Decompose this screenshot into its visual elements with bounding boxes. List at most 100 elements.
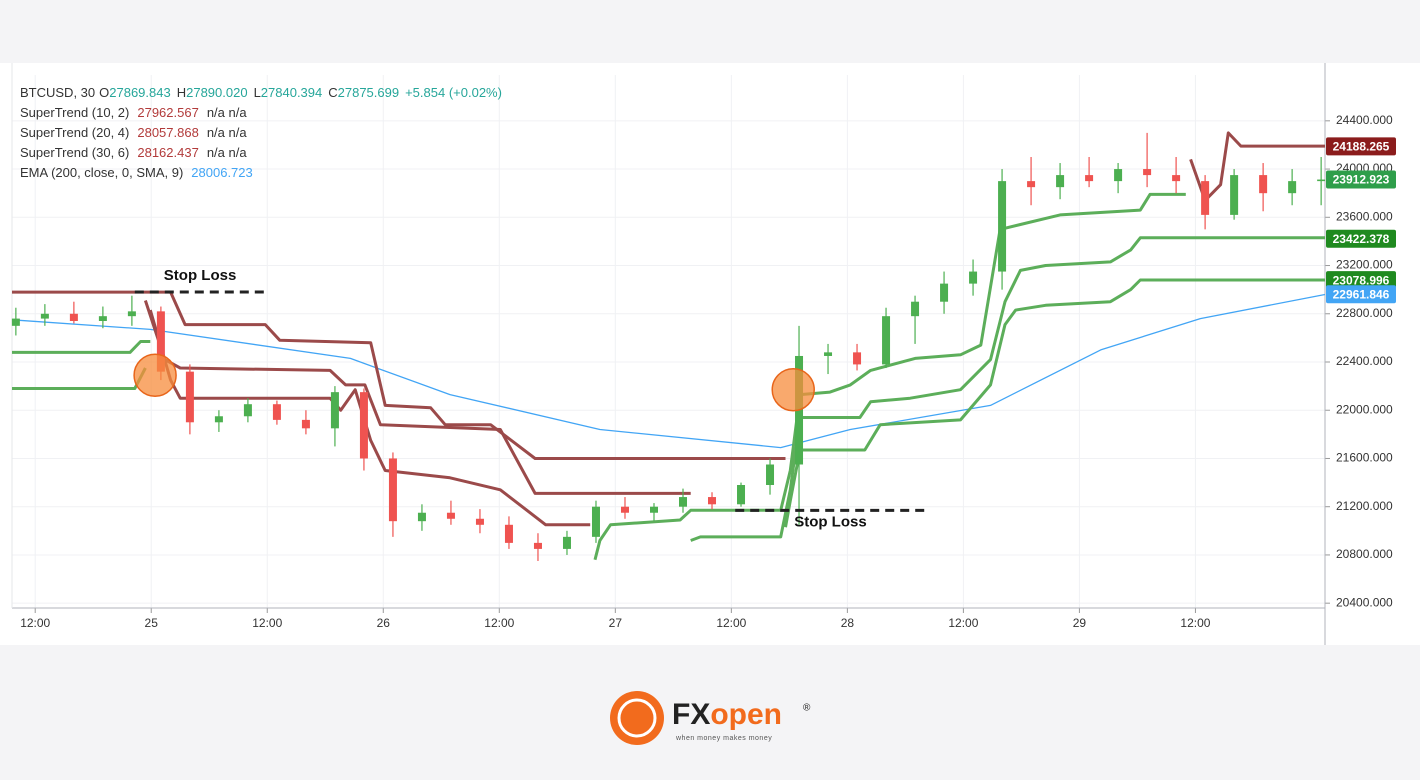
candle-body [969,271,978,284]
candle-body [301,419,310,429]
candle-body [40,313,49,319]
x-tick-label: 12:00 [1180,616,1210,630]
legend-line: SuperTrend (30, 6) 28162.437 n/a n/a [20,145,247,160]
candle-body [1056,175,1065,188]
candle-body [359,392,368,459]
candle-body [1143,169,1152,176]
candle-body [1201,181,1210,215]
candle-body [911,301,920,317]
candle-body [1085,175,1094,182]
price-tag-label: 23912.923 [1333,173,1390,187]
candle-body [737,485,746,505]
candle-body [214,416,223,423]
stop-loss-label: Stop Loss [164,267,237,284]
brand-mark: ® [803,703,811,714]
logo-icon-ring [617,698,657,738]
x-tick-label: 25 [145,616,159,630]
price-tag [1326,170,1396,189]
candle-body [766,464,775,485]
price-tag [1326,229,1396,248]
legend-line: SuperTrend (20, 4) 28057.868 n/a n/a [20,125,247,140]
price-tag-label: 23078.996 [1333,273,1390,287]
ema-line [11,293,1326,449]
candle-body [446,512,455,519]
candle-body [243,404,252,417]
candle-body [127,311,136,317]
signal-marker [771,367,815,412]
y-tick-label: 22400.000 [1336,354,1393,368]
y-tick-label: 24400.000 [1336,113,1393,127]
legend-line: SuperTrend (10, 2) 27962.567 n/a n/a [20,105,247,120]
candle-body [388,458,397,522]
legend-text: SuperTrend (20, 4) [20,125,129,140]
legend-text: 27962.567 [137,105,198,120]
legend-text: n/a n/a [207,145,248,160]
x-tick-label: 27 [609,616,623,630]
supertrend-down-line [12,290,786,460]
y-tick-label: 20400.000 [1336,595,1393,609]
brand-logo [610,691,664,745]
price-tag-label: 22961.846 [1333,287,1390,301]
y-tick-label: 22000.000 [1336,402,1393,416]
brand-tagline: when money makes money [675,735,772,742]
legend-text: 27875.699 [338,85,399,100]
price-tag-label: 23422.378 [1333,232,1390,246]
candle-body [998,181,1007,272]
candle-body [417,512,426,522]
candle-body [620,506,629,513]
candle-body [1317,179,1326,182]
candle-body [69,313,78,321]
legend-text: 27869.843 [109,85,170,100]
candle-body [185,371,194,423]
price-tag [1326,137,1396,156]
legend-text: 27840.394 [261,85,322,100]
legend-text: n/a n/a [207,105,248,120]
supertrend-up-line [12,192,1186,561]
price-tag [1326,285,1396,304]
brand-fx: FX [672,698,710,731]
y-tick-label: 20800.000 [1336,547,1393,561]
candle-body [330,392,339,429]
price-tag [1326,271,1396,290]
y-tick-label: 22800.000 [1336,306,1393,320]
candle-body [882,316,891,365]
y-tick-label: 21200.000 [1336,499,1393,513]
legend-text: 28006.723 [191,165,252,180]
candle-body [708,497,717,505]
supertrend-up-line [784,278,1325,528]
x-tick-label: 12:00 [484,616,514,630]
candle-body [1172,175,1181,182]
candle-body [272,404,281,420]
candle-body [533,542,542,549]
candle-body [1259,175,1268,194]
legend-line: EMA (200, close, 0, SMA, 9) 28006.723 [20,165,253,180]
candle-body [649,506,658,513]
legend-text: EMA (200, close, 0, SMA, 9) [20,165,183,180]
y-tick-label: 23600.000 [1336,209,1393,223]
x-tick-label: 28 [841,616,855,630]
x-tick-label: 12:00 [716,616,746,630]
y-tick-label: 23200.000 [1336,258,1393,272]
candle-body [1027,181,1036,188]
legend-text: C [328,85,337,100]
candle-body [156,311,165,372]
candle-body [562,536,571,549]
legend-text: L [254,85,261,100]
candle-body [679,497,688,507]
legend-text: 28057.868 [137,125,198,140]
legend-text: +5.854 (+0.02%) [405,85,502,100]
y-tick-label: 21600.000 [1336,451,1393,465]
candle-body [98,316,107,321]
price-tag-label: 24188.265 [1333,140,1390,154]
candle-body [1230,175,1239,215]
candle-body [475,518,484,525]
candle-body [1114,169,1123,182]
legend-text: BTCUSD, 30 [20,85,95,100]
legend-text: 28162.437 [137,145,198,160]
x-tick-label: 12:00 [20,616,50,630]
stop-loss-label: Stop Loss [794,513,867,530]
legend-text: n/a n/a [207,125,248,140]
brand-name: FXopen [672,698,782,731]
candle-body [853,352,862,365]
